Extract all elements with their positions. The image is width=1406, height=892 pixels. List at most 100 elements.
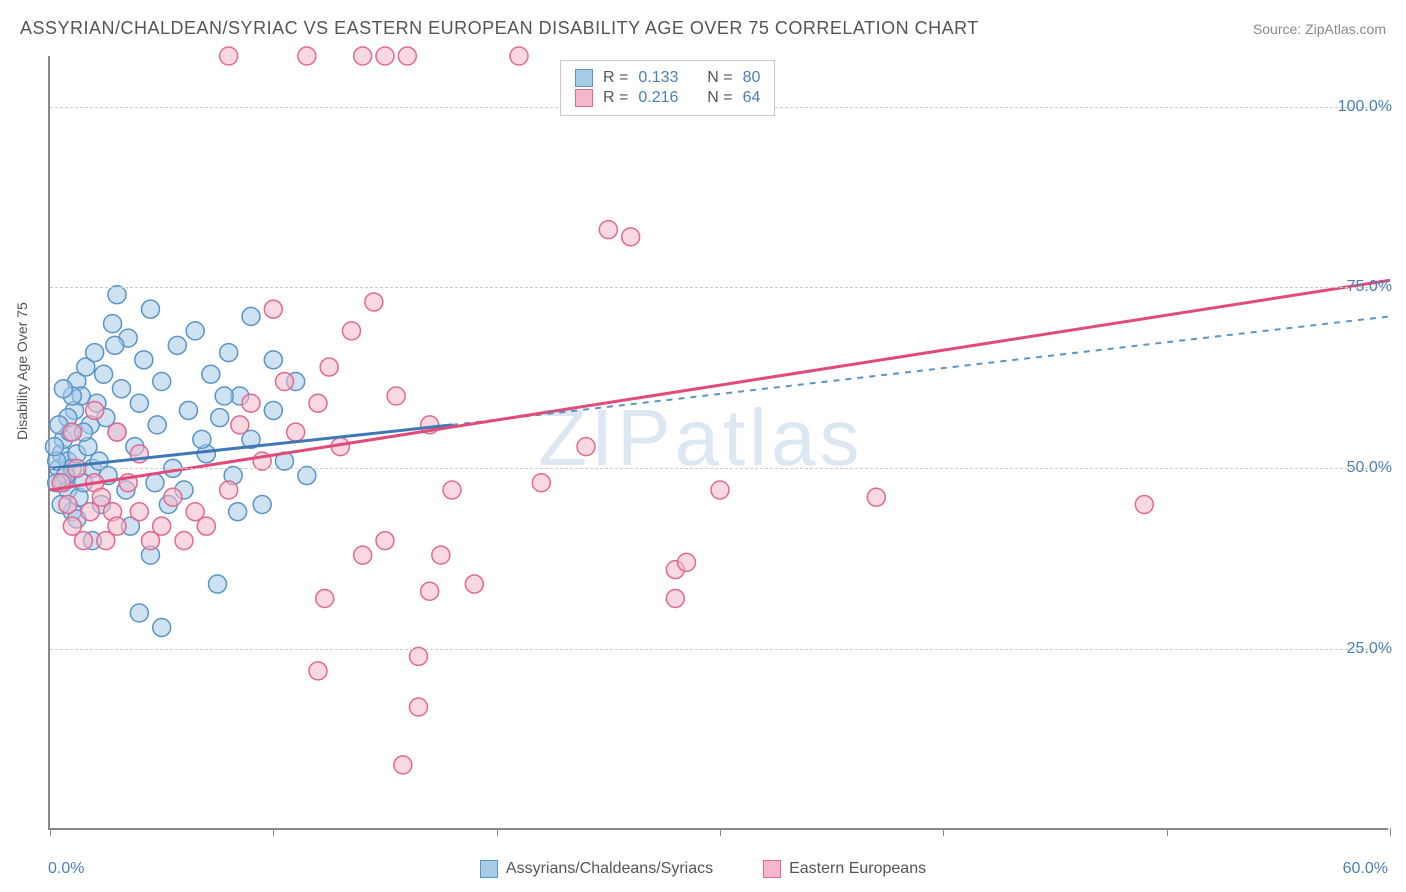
point-eastern	[175, 532, 193, 550]
point-eastern	[532, 474, 550, 492]
point-assyrians	[153, 373, 171, 391]
point-eastern	[231, 416, 249, 434]
point-eastern	[867, 488, 885, 506]
point-eastern	[666, 590, 684, 608]
point-assyrians	[112, 380, 130, 398]
point-eastern	[86, 401, 104, 419]
point-eastern	[1135, 495, 1153, 513]
point-eastern	[309, 394, 327, 412]
x-tick-mark	[50, 828, 51, 836]
r-label: R =	[603, 89, 628, 107]
point-assyrians	[168, 336, 186, 354]
point-assyrians	[220, 344, 238, 362]
point-eastern	[320, 358, 338, 376]
swatch-assyrians	[480, 860, 498, 878]
point-eastern	[197, 517, 215, 535]
point-eastern	[287, 423, 305, 441]
x-tick-mark	[273, 828, 274, 836]
swatch-eastern	[575, 89, 593, 107]
series-legend: Assyrians/Chaldeans/Syriacs Eastern Euro…	[0, 860, 1406, 878]
gridline-h	[50, 468, 1388, 469]
point-assyrians	[45, 438, 63, 456]
point-assyrians	[215, 387, 233, 405]
swatch-eastern	[763, 860, 781, 878]
r-value-assyrians: 0.133	[638, 69, 678, 87]
point-eastern	[711, 481, 729, 499]
point-eastern	[343, 322, 361, 340]
correlation-legend: R = 0.133 N = 80 R = 0.216 N = 64	[560, 60, 775, 116]
legend-label-eastern: Eastern Europeans	[789, 860, 926, 878]
point-eastern	[264, 300, 282, 318]
point-assyrians	[153, 618, 171, 636]
point-eastern	[108, 423, 126, 441]
point-assyrians	[130, 394, 148, 412]
scatter-svg	[50, 56, 1388, 828]
point-assyrians	[95, 365, 113, 383]
point-eastern	[432, 546, 450, 564]
point-assyrians	[264, 401, 282, 419]
point-eastern	[622, 228, 640, 246]
point-eastern	[354, 546, 372, 564]
point-assyrians	[54, 380, 72, 398]
x-tick-mark	[1167, 828, 1168, 836]
point-assyrians	[211, 409, 229, 427]
point-eastern	[678, 553, 696, 571]
n-label: N =	[707, 69, 732, 87]
point-eastern	[577, 438, 595, 456]
chart-title: ASSYRIAN/CHALDEAN/SYRIAC VS EASTERN EURO…	[20, 18, 979, 39]
gridline-h	[50, 287, 1388, 288]
x-tick-mark	[497, 828, 498, 836]
n-label: N =	[707, 89, 732, 107]
point-eastern	[164, 488, 182, 506]
point-eastern	[398, 47, 416, 65]
plot-area	[48, 56, 1388, 830]
n-value-eastern: 64	[743, 89, 761, 107]
point-eastern	[316, 590, 334, 608]
n-value-assyrians: 80	[743, 69, 761, 87]
point-eastern	[220, 47, 238, 65]
gridline-h	[50, 649, 1388, 650]
point-assyrians	[209, 575, 227, 593]
point-assyrians	[179, 401, 197, 419]
point-eastern	[421, 582, 439, 600]
point-assyrians	[146, 474, 164, 492]
point-eastern	[220, 481, 238, 499]
point-eastern	[75, 532, 93, 550]
point-eastern	[376, 47, 394, 65]
point-eastern	[376, 532, 394, 550]
x-tick-mark	[1390, 828, 1391, 836]
point-assyrians	[229, 503, 247, 521]
point-assyrians	[142, 300, 160, 318]
point-eastern	[410, 698, 428, 716]
point-eastern	[394, 756, 412, 774]
y-axis-label: Disability Age Over 75	[14, 302, 30, 440]
point-assyrians	[135, 351, 153, 369]
point-eastern	[309, 662, 327, 680]
point-assyrians	[106, 336, 124, 354]
y-tick-label: 100.0%	[1338, 98, 1392, 116]
point-eastern	[130, 503, 148, 521]
point-eastern	[242, 394, 260, 412]
x-tick-0: 0.0%	[48, 860, 84, 878]
point-eastern	[599, 221, 617, 239]
point-assyrians	[202, 365, 220, 383]
point-assyrians	[186, 322, 204, 340]
x-tick-mark	[720, 828, 721, 836]
r-value-eastern: 0.216	[638, 89, 678, 107]
point-eastern	[365, 293, 383, 311]
point-assyrians	[104, 315, 122, 333]
point-assyrians	[264, 351, 282, 369]
point-eastern	[276, 373, 294, 391]
point-assyrians	[242, 307, 260, 325]
y-tick-label: 75.0%	[1347, 278, 1392, 296]
point-eastern	[59, 495, 77, 513]
x-tick-60: 60.0%	[1343, 860, 1388, 878]
point-eastern	[387, 387, 405, 405]
r-label: R =	[603, 69, 628, 87]
point-assyrians	[253, 495, 271, 513]
point-assyrians	[86, 344, 104, 362]
point-eastern	[465, 575, 483, 593]
y-tick-label: 25.0%	[1347, 640, 1392, 658]
point-assyrians	[148, 416, 166, 434]
x-tick-mark	[943, 828, 944, 836]
